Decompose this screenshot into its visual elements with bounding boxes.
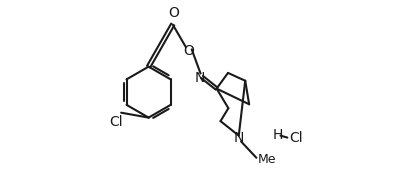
Text: Cl: Cl	[290, 131, 303, 145]
Text: N: N	[195, 71, 205, 85]
Text: Cl: Cl	[109, 115, 123, 129]
Text: N: N	[234, 131, 244, 145]
Text: O: O	[184, 44, 195, 58]
Text: H: H	[273, 128, 283, 142]
Text: O: O	[168, 6, 179, 20]
Text: Me: Me	[258, 153, 276, 166]
